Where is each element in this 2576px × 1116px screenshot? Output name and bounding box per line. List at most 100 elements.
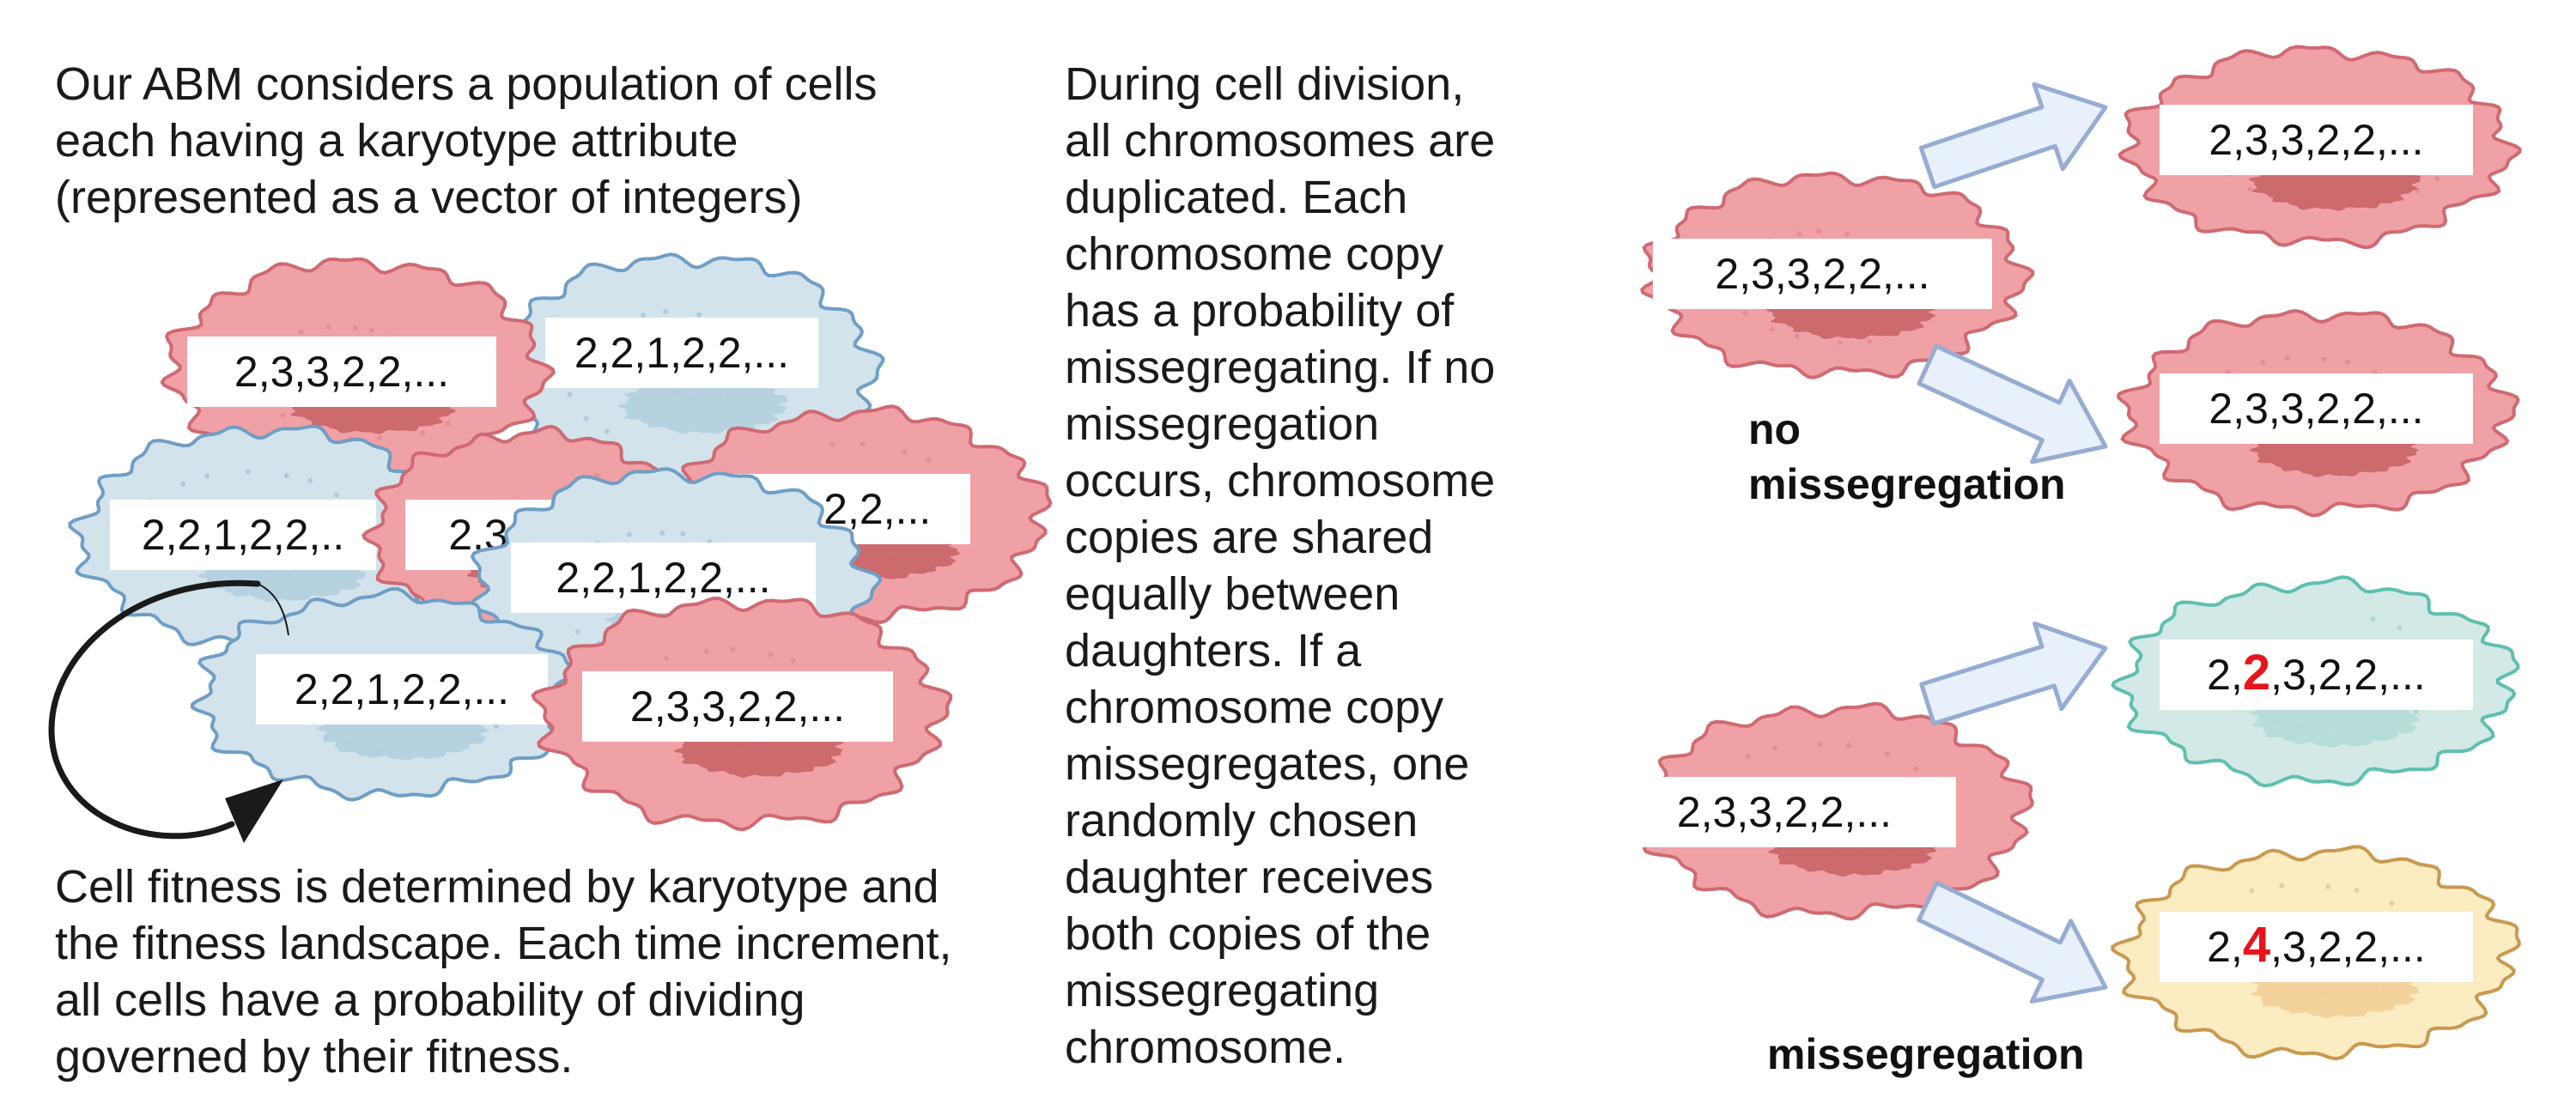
karyotype-label: 2,3,3,2,2,... xyxy=(234,348,449,396)
division-text: During cell division, all chromosomes ar… xyxy=(1065,56,1495,1076)
cell-speckle xyxy=(420,430,426,436)
division-line: missegregation xyxy=(1065,398,1380,450)
karyotype-label: 2,4,3,2,2,... xyxy=(2207,917,2426,973)
karyotype-part: 2, xyxy=(2207,651,2243,699)
cell-speckle xyxy=(1794,333,1800,339)
cell-speckle xyxy=(1742,310,1748,316)
cell-speckle xyxy=(2344,359,2350,365)
division-arrow xyxy=(1917,343,2108,464)
division-line: missegregating. If no xyxy=(1065,342,1496,393)
cell-speckle xyxy=(1837,340,1843,346)
cell-speckle xyxy=(926,458,932,464)
cell-speckle xyxy=(626,531,632,537)
division-line: occurs, chromosome xyxy=(1065,455,1496,506)
cell-speckle xyxy=(2413,708,2419,714)
parent-cell-bottom: 2,3,3,2,2,... xyxy=(1613,701,2034,921)
cell-speckle xyxy=(1771,745,1777,751)
cell-speckle xyxy=(640,312,646,318)
karyotype-label: 2,3,3,2,2,... xyxy=(1715,250,1929,298)
cell-speckle xyxy=(696,312,702,318)
karyotype-label: 2,3,3,2,2,... xyxy=(2208,385,2423,433)
cell-population-cluster: 2,2,1,2,2,...2,3,3,2,2,...2,3,2,2,...2,2… xyxy=(68,252,1053,832)
no-missegregation-label-line-1: no xyxy=(1748,405,1801,453)
cell-speckle xyxy=(333,492,339,498)
cell-speckle xyxy=(1769,326,1775,332)
fitness-line-4: governed by their fitness. xyxy=(55,1031,574,1083)
cell-speckle xyxy=(180,481,186,487)
karyotype-box xyxy=(1653,239,1992,309)
cell-speckle xyxy=(829,442,835,448)
division-line: duplicated. Each xyxy=(1065,172,1408,223)
no-missegregation-label-line-2: missegregation xyxy=(1748,460,2066,508)
cell-nucleus xyxy=(617,375,789,434)
cell-speckle xyxy=(730,646,736,652)
cell-speckle xyxy=(664,655,670,661)
division-line: has a probability of xyxy=(1065,285,1455,337)
division-line: equally between xyxy=(1065,568,1400,620)
cell-speckle xyxy=(2284,355,2290,361)
karyotype-part: ,3,2,2,... xyxy=(2270,651,2426,699)
fitness-line-1: Cell fitness is determined by karyotype … xyxy=(55,861,939,913)
karyotype-label: 2,2,3,2,2,... xyxy=(2207,645,2426,701)
fitness-line-2: the fitness landscape. Each time increme… xyxy=(55,918,952,969)
cell-speckle xyxy=(445,421,451,427)
karyotype-box xyxy=(582,671,893,742)
division-line: copies are shared xyxy=(1065,512,1434,563)
cell-speckle xyxy=(703,648,709,654)
daughter-cell-loss: 2,4,3,2,2,... xyxy=(2111,845,2522,1061)
cell-speckle xyxy=(1796,230,1802,236)
cell-blue-bottom: 2,2,1,2,2,... xyxy=(190,586,577,802)
karyotype-highlight: 4 xyxy=(2243,917,2270,973)
daughter-cell-2: 2,3,3,2,2,... xyxy=(2116,308,2520,518)
intro-line-3: (represented as a vector of integers) xyxy=(55,172,803,223)
karyotype-box xyxy=(110,500,376,570)
cycle-arc-tail xyxy=(257,583,289,636)
karyotype-part: ,3,2,2,... xyxy=(2270,923,2426,971)
intro-line-2: each having a karyotype attribute xyxy=(55,115,738,167)
division-line: daughter receives xyxy=(1065,852,1434,903)
cell-speckle xyxy=(2322,356,2328,362)
division-arrow xyxy=(1917,880,2108,1004)
karyotype-label: 2,2,1,2,2,... xyxy=(556,554,770,602)
cycle-arc xyxy=(48,579,261,840)
cell-speckle xyxy=(245,469,251,475)
karyotype-label: 2,3,3,2,2,... xyxy=(1677,788,1892,836)
daughter-cell-gain: 2,2,3,2,2,... xyxy=(2111,575,2520,788)
cell-speckle xyxy=(368,327,374,333)
division-line: all chromosomes are xyxy=(1065,115,1496,167)
cell-speckle xyxy=(1845,742,1851,748)
cell-speckle xyxy=(1884,751,1890,757)
division-line: missegregates, one xyxy=(1065,738,1470,790)
cell-speckle xyxy=(204,473,210,479)
intro-line-1: Our ABM considers a population of cells xyxy=(55,58,878,110)
daughter-cell-1: 2,3,3,2,2,... xyxy=(2117,45,2522,250)
cell-speckle xyxy=(860,441,866,447)
division-line: chromosome. xyxy=(1065,1022,1346,1073)
cell-speckle xyxy=(2389,901,2395,907)
cell-speckle xyxy=(567,391,573,397)
cell-speckle xyxy=(307,477,313,483)
karyotype-box xyxy=(545,318,818,388)
cell-speckle xyxy=(2354,888,2360,894)
cell-speckle xyxy=(2397,625,2403,631)
cell-speckle xyxy=(663,309,669,315)
cell-speckle xyxy=(2370,616,2376,622)
cell-speckle xyxy=(1816,228,1822,234)
cell-speckle xyxy=(283,473,289,479)
cell-speckle xyxy=(902,449,908,455)
division-line: During cell division, xyxy=(1065,58,1465,110)
cell-speckle xyxy=(1867,338,1873,344)
cell-speckle xyxy=(493,724,499,730)
cell-speckle xyxy=(768,652,774,658)
cell-speckle xyxy=(583,415,589,422)
cell-speckle xyxy=(680,531,686,537)
cell-speckle xyxy=(2279,882,2285,889)
no-missegregation-label: no missegregation xyxy=(1748,402,2066,512)
cell-speckle xyxy=(574,628,580,634)
cell-red-bottom: 2,3,3,2,2,... xyxy=(531,596,953,832)
cell-speckle xyxy=(280,412,286,418)
missegregation-label: missegregation xyxy=(1767,1030,2085,1078)
division-line: daughters. If a xyxy=(1065,625,1362,676)
division-line: chromosome copy xyxy=(1065,682,1444,733)
